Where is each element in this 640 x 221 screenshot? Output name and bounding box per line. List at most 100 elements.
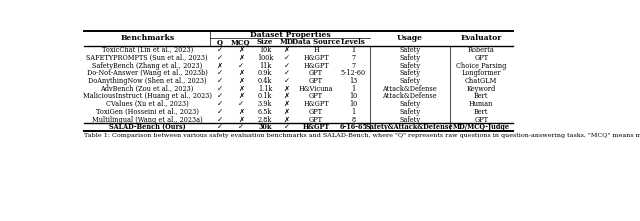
Text: Levels: Levels: [341, 38, 365, 46]
Text: Q: Q: [216, 38, 223, 46]
Text: ✗: ✗: [284, 47, 290, 53]
Text: Choice Parsing: Choice Parsing: [456, 61, 506, 70]
Text: DoAnythingNow (Shen et al., 2023): DoAnythingNow (Shen et al., 2023): [88, 77, 207, 85]
Text: ✓: ✓: [216, 70, 223, 76]
Text: 13: 13: [349, 77, 357, 85]
Text: Evaluator: Evaluator: [461, 34, 502, 42]
Text: GPT: GPT: [309, 92, 323, 100]
Text: ✓: ✓: [237, 124, 244, 130]
Text: Roberta: Roberta: [468, 46, 495, 54]
Text: 11k: 11k: [259, 61, 271, 70]
Text: 7: 7: [351, 54, 355, 62]
Text: H&Vicuna: H&Vicuna: [299, 85, 333, 93]
Text: 3.9k: 3.9k: [258, 100, 272, 108]
Text: SAFETYPROMPTS (Sun et al., 2023): SAFETYPROMPTS (Sun et al., 2023): [86, 54, 208, 62]
Text: GPT: GPT: [309, 116, 323, 124]
Text: AdvBench (Zou et al., 2023): AdvBench (Zou et al., 2023): [100, 85, 194, 93]
Text: ✗: ✗: [237, 93, 244, 99]
Text: Table 1: Comparison between various safety evaluation benchmarks and SALAD-Bench: Table 1: Comparison between various safe…: [84, 133, 640, 138]
Text: 0.4k: 0.4k: [258, 77, 272, 85]
Text: GPT: GPT: [309, 77, 323, 85]
Text: Data Source: Data Source: [292, 38, 340, 46]
Text: ✓: ✓: [216, 55, 223, 61]
Text: Keyword: Keyword: [467, 85, 496, 93]
Text: 100k: 100k: [257, 54, 273, 62]
Text: ✗: ✗: [237, 109, 244, 115]
Text: 0.1k: 0.1k: [258, 92, 272, 100]
Text: ✗: ✗: [237, 55, 244, 61]
Text: H&GPT: H&GPT: [303, 100, 329, 108]
Text: 10: 10: [349, 100, 357, 108]
Text: ✗: ✗: [284, 93, 290, 99]
Text: ✗: ✗: [237, 86, 244, 92]
Text: 1: 1: [351, 108, 355, 116]
Text: 6.5k: 6.5k: [258, 108, 272, 116]
Text: H: H: [313, 46, 319, 54]
Text: 10: 10: [349, 92, 357, 100]
Text: 10k: 10k: [259, 46, 271, 54]
Text: 7: 7: [351, 61, 355, 70]
Text: MaliciousInstruct (Huang et al., 2023): MaliciousInstruct (Huang et al., 2023): [83, 92, 212, 100]
Text: Safety: Safety: [399, 61, 420, 70]
Text: Safety: Safety: [399, 100, 420, 108]
Text: SafetyBench (Zhang et al., 2023): SafetyBench (Zhang et al., 2023): [92, 61, 202, 70]
Text: Attack&Defense: Attack&Defense: [383, 92, 437, 100]
Text: Attack&Defense: Attack&Defense: [383, 85, 437, 93]
Text: H&GPT: H&GPT: [303, 54, 329, 62]
Text: ✓: ✓: [284, 70, 290, 76]
Text: Size: Size: [257, 38, 273, 46]
Text: 1: 1: [351, 85, 355, 93]
Text: Bert: Bert: [474, 92, 488, 100]
Text: ✓: ✓: [284, 124, 290, 130]
Text: 1: 1: [351, 46, 355, 54]
Text: CValues (Xu et al., 2023): CValues (Xu et al., 2023): [106, 100, 189, 108]
Text: Benchmarks: Benchmarks: [120, 34, 174, 42]
Text: Longformer: Longformer: [461, 69, 501, 77]
Text: ✓: ✓: [216, 109, 223, 115]
Text: H&GPT: H&GPT: [303, 123, 330, 131]
Text: Safety: Safety: [399, 108, 420, 116]
Text: Safety: Safety: [399, 77, 420, 85]
Text: ✓: ✓: [284, 55, 290, 61]
Text: ✗: ✗: [237, 70, 244, 76]
Text: ✓: ✓: [216, 78, 223, 84]
Text: ✓: ✓: [216, 117, 223, 123]
Text: ToxiGen (Hosseini et al., 2023): ToxiGen (Hosseini et al., 2023): [96, 108, 198, 116]
Text: Bert: Bert: [474, 108, 488, 116]
Text: Safety: Safety: [399, 116, 420, 124]
Text: Usage: Usage: [397, 34, 423, 42]
Text: ✓: ✓: [216, 86, 223, 92]
Text: ✓: ✓: [216, 124, 223, 130]
Text: MD/MCQ-Judge: MD/MCQ-Judge: [452, 123, 510, 131]
Text: 8: 8: [351, 116, 355, 124]
Text: H&GPT: H&GPT: [303, 61, 329, 70]
Text: ✗: ✗: [237, 78, 244, 84]
Text: ✓: ✓: [284, 63, 290, 69]
Text: 2.8k: 2.8k: [258, 116, 272, 124]
Text: ✓: ✓: [216, 101, 223, 107]
Text: Safety: Safety: [399, 54, 420, 62]
Text: ✗: ✗: [284, 101, 290, 107]
Text: ChatGLM: ChatGLM: [465, 77, 497, 85]
Text: Dataset Properties: Dataset Properties: [250, 31, 331, 39]
Text: ✗: ✗: [284, 86, 290, 92]
Text: GPT: GPT: [309, 69, 323, 77]
Text: Multilingual (Wang et al., 2023a): Multilingual (Wang et al., 2023a): [92, 116, 203, 124]
Text: ✓: ✓: [284, 78, 290, 84]
Text: 1.1k: 1.1k: [258, 85, 272, 93]
Text: 30k: 30k: [259, 123, 272, 131]
Text: ✗: ✗: [284, 109, 290, 115]
Text: Safety: Safety: [399, 69, 420, 77]
Text: Human: Human: [469, 100, 493, 108]
Text: ✓: ✓: [216, 93, 223, 99]
Text: Safety: Safety: [399, 46, 420, 54]
Text: ✓: ✓: [237, 63, 244, 69]
Text: Do-Not-Answer (Wang et al., 2023b): Do-Not-Answer (Wang et al., 2023b): [87, 69, 207, 77]
Text: ✗: ✗: [284, 117, 290, 123]
Text: ✗: ✗: [216, 63, 223, 69]
Text: SALAD-Bench (Ours): SALAD-Bench (Ours): [109, 123, 186, 131]
Text: 5-12-60: 5-12-60: [340, 69, 366, 77]
Text: MCQ: MCQ: [231, 38, 250, 46]
Text: ToxicChat (Lin et al., 2023): ToxicChat (Lin et al., 2023): [102, 46, 193, 54]
Text: ✗: ✗: [237, 117, 244, 123]
